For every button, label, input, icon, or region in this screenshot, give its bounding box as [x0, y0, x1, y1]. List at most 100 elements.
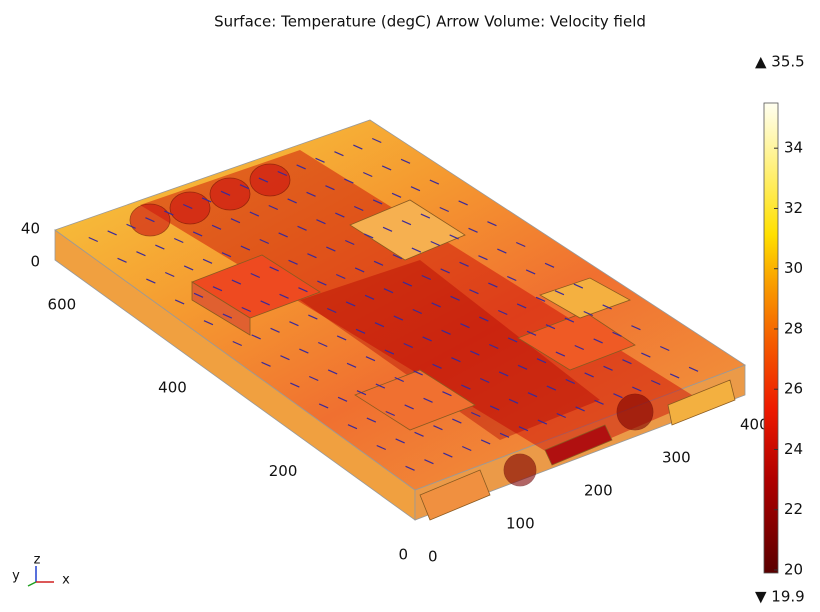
triad-x-label: x: [62, 573, 70, 588]
arrow: [212, 286, 223, 292]
arrow: [230, 218, 241, 224]
arrow: [327, 307, 337, 314]
arrow: [356, 390, 367, 396]
z-tick-label: 0: [30, 253, 40, 271]
triad-y-label: y: [12, 569, 20, 584]
arrow: [363, 171, 373, 178]
arrow: [458, 200, 468, 206]
arrow: [507, 337, 518, 343]
y-tick-label: 0: [398, 546, 408, 564]
arrow: [405, 465, 415, 471]
arrow: [372, 199, 383, 205]
arrow: [546, 385, 557, 391]
colorbar-tick-label: 30: [784, 259, 803, 277]
arrow: [372, 137, 382, 144]
colorbar-min: ▼ 19.9: [755, 588, 805, 606]
arrow: [669, 373, 680, 379]
arrow: [290, 382, 300, 388]
z-tick-label: 40: [21, 220, 40, 238]
arrow: [651, 379, 661, 386]
arrow: [432, 363, 442, 369]
arrow: [420, 213, 431, 219]
colorbar-tick-label: 34: [784, 139, 803, 157]
arrow: [412, 308, 422, 315]
arrow: [145, 217, 155, 223]
arrow: [462, 445, 472, 452]
arrow: [270, 327, 280, 333]
arrow: [459, 261, 469, 267]
arrow: [394, 376, 404, 383]
cold-band: [300, 260, 600, 440]
arrow: [317, 280, 327, 286]
arrow: [220, 190, 231, 196]
arrow: [298, 287, 308, 293]
x-tick-label: 400: [740, 416, 769, 434]
arrow: [508, 398, 519, 404]
plot-title: Surface: Temperature (degC) Arrow Volume…: [214, 13, 646, 31]
arrow: [334, 151, 344, 157]
colorbar: [763, 102, 779, 574]
arrow: [443, 452, 453, 458]
arrow: [573, 283, 584, 289]
colorbar-ticks: 20 22 24 26 28 30 32 34: [774, 139, 803, 578]
colorbar-tick-label: 20: [784, 560, 803, 578]
arrow: [622, 359, 632, 365]
arrow: [422, 336, 432, 342]
arrow: [287, 198, 297, 204]
arrow: [602, 304, 612, 310]
arrow: [183, 203, 193, 210]
arrow: [289, 321, 299, 327]
arrow: [353, 144, 363, 150]
arrow: [431, 302, 441, 308]
arrow: [203, 320, 214, 326]
arrow: [613, 393, 623, 399]
arrow: [327, 369, 338, 375]
arrow: [346, 362, 357, 368]
arrow: [383, 288, 394, 294]
arrow: [211, 224, 222, 230]
fan: [249, 163, 291, 197]
arrow: [365, 356, 376, 362]
arrow: [498, 371, 509, 377]
component: [539, 277, 631, 319]
arrow: [414, 431, 424, 437]
arrow: [296, 164, 306, 170]
arrow: [326, 246, 336, 252]
arrow: [632, 386, 642, 392]
arrow: [336, 335, 347, 341]
arrow: [250, 272, 260, 279]
arrow: [222, 313, 233, 319]
arrow: [345, 301, 356, 307]
top-face: [54, 119, 746, 491]
arrow: [517, 364, 528, 370]
arrow: [344, 178, 354, 184]
fan: [616, 393, 654, 431]
arrow: [402, 281, 413, 287]
arrow: [603, 365, 613, 371]
component: [349, 199, 466, 261]
arrow: [545, 324, 556, 330]
arrow: [430, 240, 440, 247]
arrow: [308, 314, 318, 320]
arrow: [192, 231, 203, 237]
y-tick-label: 200: [269, 462, 298, 480]
arrow: [240, 245, 251, 251]
arrow: [498, 309, 508, 316]
component: [191, 281, 251, 336]
arrow: [565, 378, 575, 385]
arrow: [251, 334, 261, 340]
cold-band: [140, 150, 700, 460]
arrow: [136, 251, 146, 257]
colorbar-tick-label: 26: [784, 380, 803, 398]
arrow: [516, 241, 526, 248]
arrow: [384, 349, 395, 355]
arrow: [221, 252, 232, 258]
x-tick-label: 100: [506, 515, 535, 533]
arrow: [527, 392, 538, 398]
arrow: [499, 432, 510, 438]
arrow: [489, 343, 499, 350]
arrow: [516, 303, 527, 309]
arrow: [373, 260, 384, 266]
